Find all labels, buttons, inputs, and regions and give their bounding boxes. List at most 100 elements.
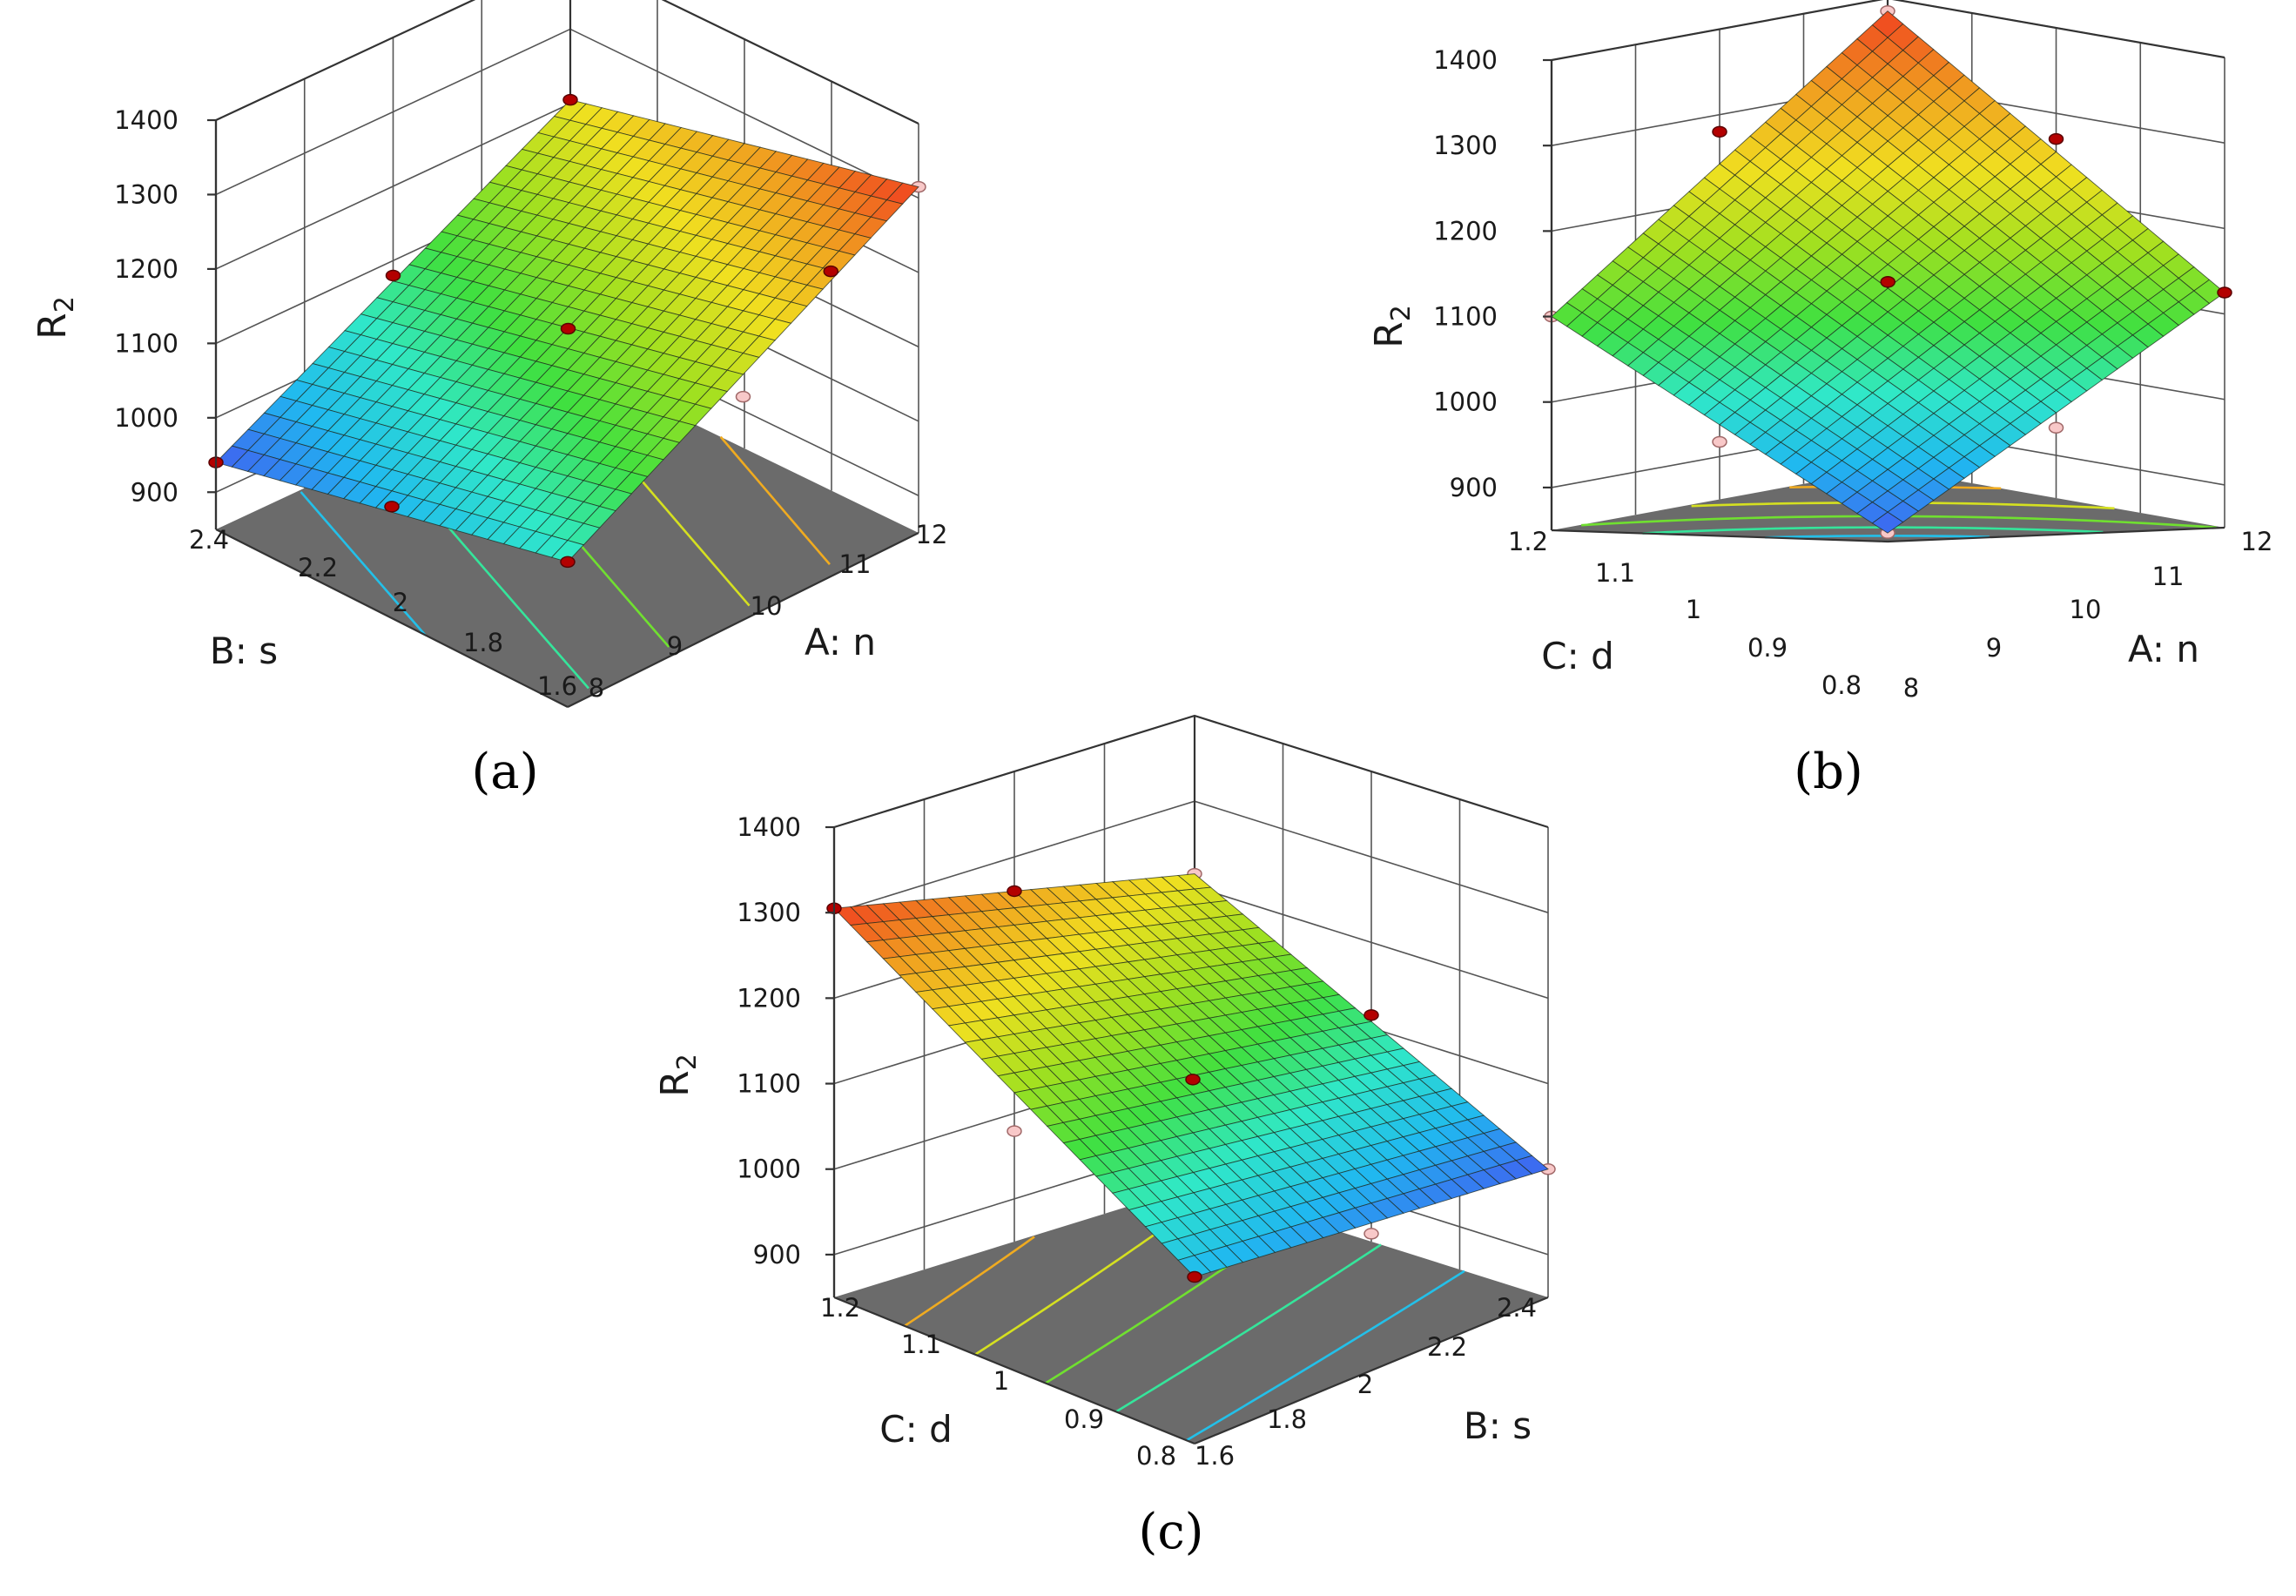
y-tick-label: 1.2 [820,1293,860,1323]
z-tick-label: 900 [1450,473,1498,502]
y-axis-title: C: d [1541,635,1614,677]
z-tick-label: 900 [131,477,178,507]
contour-line [904,1236,1035,1327]
design-point [823,265,838,278]
y-tick-label: 1.1 [901,1330,941,1359]
z-tick-label: 1100 [737,1069,801,1099]
contour-line [1115,1243,1382,1413]
design-point [2048,132,2064,145]
panel-label-b: (b) [1794,744,1863,800]
z-axis: 900 1000 1100 1200 1300 1400 R2 [653,812,836,1297]
design-point [2217,286,2232,299]
x-tick-label: 12 [916,520,948,549]
design-point [2048,421,2064,434]
design-point [385,269,401,282]
z-tick-label: 900 [753,1240,801,1269]
response-surface [833,873,1549,1278]
design-point [1007,1125,1022,1137]
y-tick-label: 2.4 [189,525,229,555]
y-tick-label: 1.1 [1595,558,1635,588]
design-points-above [208,93,838,569]
z-tick-label: 1000 [1433,387,1498,417]
x-tick-label: 11 [839,549,872,579]
z-axis-title: R2 [653,1054,703,1097]
panel-c: 900 1000 1100 1200 1300 1400 R2 1.6 1.8 2 2.2 2.4 B:… [653,714,1556,1471]
contour-line [1186,1269,1465,1442]
x-axis: 8 9 10 11 12 A: n [1903,527,2273,703]
x-tick-label: 11 [2152,562,2185,591]
x-axis-title: A: n [805,621,876,663]
z-tick-label: 1300 [114,179,178,209]
panel-a: 900 1000 1100 1200 1300 1400 R2 8 9 10 11 12 A: n 1.6… [30,0,948,708]
z-tick-label: 1000 [114,403,178,433]
design-point [384,501,400,513]
panel-b: 900 1000 1100 1200 1300 1400 R2 8 9 10 11 12 A: n 0.8… [1367,0,2272,703]
panel-label-c: (c) [1138,1504,1203,1560]
y-tick-label: 1.8 [463,628,503,657]
contour-line [1765,535,1990,539]
y-axis-title: C: d [879,1408,953,1451]
design-points-above [1712,125,2232,299]
x-tick-label: 2.4 [1497,1293,1537,1323]
z-tick-label: 1400 [114,105,178,135]
y-tick-label: 0.8 [1821,670,1862,700]
design-point [735,390,751,403]
design-point [1185,1074,1201,1086]
x-tick-label: 10 [2070,595,2102,624]
response-surface [215,99,919,562]
x-tick-label: 9 [667,631,683,661]
x-tick-label: 8 [1903,673,1919,703]
x-axis: 1.6 1.8 2 2.2 2.4 B: s [1195,1293,1537,1471]
z-tick-label: 1100 [1433,302,1498,332]
x-tick-label: 1.6 [1195,1441,1235,1471]
x-tick-label: 8 [589,673,604,703]
y-tick-label: 1.6 [537,671,577,701]
x-tick-label: 1.8 [1267,1404,1307,1434]
y-axis-title: B: s [210,630,278,672]
y-axis: 0.8 0.9 1 1.1 1.2 C: d [1508,527,1862,700]
y-axis: 0.8 0.9 1 1.1 1.2 C: d [820,1293,1176,1471]
y-tick-label: 0.9 [1064,1404,1104,1434]
panel-label-a: (a) [471,744,538,800]
design-point [1712,435,1727,448]
z-axis: 900 1000 1100 1200 1300 1400 R2 [30,105,218,529]
design-point [1712,125,1727,138]
design-points-above [826,885,1379,1283]
x-axis: 8 9 10 11 12 A: n [589,520,948,703]
z-tick-label: 1400 [737,812,801,842]
x-axis-title: B: s [1464,1404,1532,1447]
contour-line [300,491,427,636]
y-tick-label: 0.9 [1747,633,1788,663]
x-tick-label: 10 [751,591,783,621]
design-point [1880,276,1895,288]
design-point [562,93,578,106]
z-tick-label: 1000 [737,1155,801,1184]
z-axis-title: R2 [1367,305,1417,348]
response-surface [1551,10,2225,534]
x-axis-title: A: n [2128,628,2199,670]
design-point [1007,885,1022,898]
y-tick-label: 2 [393,588,408,617]
z-tick-label: 1200 [1433,216,1498,246]
y-tick-label: 1.2 [1508,527,1548,556]
contour-floor [834,1186,1548,1444]
contour-line [1642,526,2104,535]
z-tick-label: 1200 [737,983,801,1013]
design-point [1187,1270,1202,1283]
z-tick-label: 1300 [737,898,801,927]
y-axis: 1.6 1.8 2 2.2 2.4 B: s [189,525,577,701]
y-tick-label: 1 [993,1366,1009,1396]
y-tick-label: 0.8 [1136,1441,1176,1471]
z-tick-label: 1100 [114,328,178,358]
x-tick-label: 12 [2241,527,2273,556]
design-point [560,322,576,335]
contour-line [719,435,831,565]
design-point [560,556,576,569]
y-tick-label: 2.2 [298,553,338,583]
z-axis: 900 1000 1100 1200 1300 1400 R2 [1367,45,1553,530]
z-tick-label: 1200 [114,254,178,284]
design-point [1363,1228,1379,1240]
z-tick-label: 1400 [1433,45,1498,75]
y-tick-label: 1 [1686,595,1701,624]
